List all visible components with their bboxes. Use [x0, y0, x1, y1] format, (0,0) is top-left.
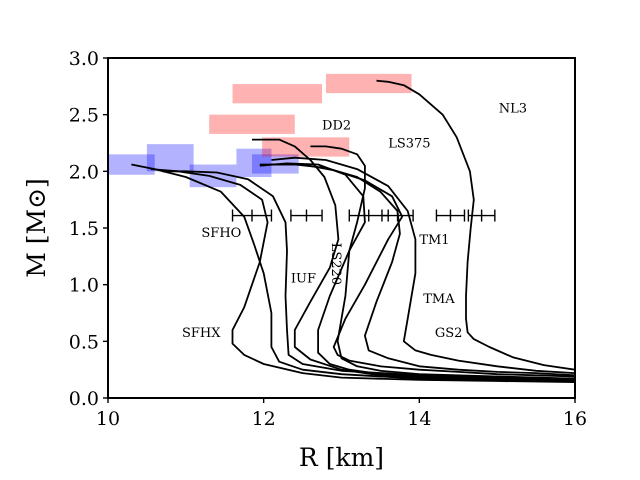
label-ls375: LS375	[388, 137, 430, 152]
curve-nl3	[376, 79, 575, 371]
label-sfhx: SFHX	[182, 326, 221, 341]
y-tick-label: 1.0	[69, 275, 99, 297]
errorbar-5	[467, 209, 496, 222]
curve-sfho	[131, 163, 575, 382]
x-tick-label: 10	[96, 408, 120, 430]
x-tick-label: 12	[252, 408, 276, 430]
errorbar-4	[435, 209, 466, 222]
curve-gs2	[271, 156, 575, 374]
curve-ls220	[259, 162, 575, 381]
y-tick-label: 2.5	[69, 105, 99, 127]
y-tick-label: 1.5	[69, 218, 99, 240]
y-axis-ticks: 0.0 0.5 1.0 1.5 2.0 2.5 3.0	[69, 48, 108, 410]
errorbar-1	[290, 209, 323, 222]
label-ls220: LS220	[328, 243, 343, 285]
y-tick-label: 3.0	[69, 48, 99, 70]
curve-sfhx	[150, 168, 575, 383]
shaded-region-6	[325, 73, 412, 94]
eos-labels: NL3 GS2 TMA TM1 LS375 DD2 LS220 IUF SFHO SFHX	[182, 101, 527, 340]
y-tick-label: 0.5	[69, 331, 99, 353]
shaded-region-3	[236, 148, 272, 177]
x-tick-label: 14	[407, 408, 431, 430]
label-tma: TMA	[423, 292, 455, 307]
shaded-region-0	[108, 154, 155, 175]
label-gs2: GS2	[435, 326, 463, 341]
curve-tma	[259, 163, 575, 377]
radius-errorbars	[231, 209, 496, 222]
curve-iuf	[162, 170, 575, 380]
label-sfho: SFHO	[201, 226, 241, 241]
curve-ls375	[310, 145, 575, 380]
shaded-region-7	[209, 114, 295, 134]
errorbar-3	[381, 209, 414, 222]
y-axis-title: M [M⊙]	[22, 178, 51, 278]
shaded-region-2	[189, 164, 237, 188]
label-dd2: DD2	[322, 118, 351, 133]
x-axis-title: R [km]	[299, 443, 384, 472]
y-tick-label: 0.0	[69, 388, 99, 410]
x-tick-label: 16	[563, 408, 587, 430]
curve-tm1	[271, 163, 575, 378]
shaded-region-1	[146, 144, 194, 172]
eos-curves	[131, 79, 575, 383]
y-tick-label: 2.0	[69, 161, 99, 183]
shaded-region-5	[232, 84, 323, 104]
x-axis-ticks: 10 12 14 16	[96, 398, 587, 430]
label-nl3: NL3	[499, 101, 527, 116]
errorbar-0	[231, 209, 273, 222]
label-iuf: IUF	[291, 271, 316, 286]
curve-dd2	[252, 138, 575, 382]
label-tm1: TM1	[419, 233, 449, 248]
